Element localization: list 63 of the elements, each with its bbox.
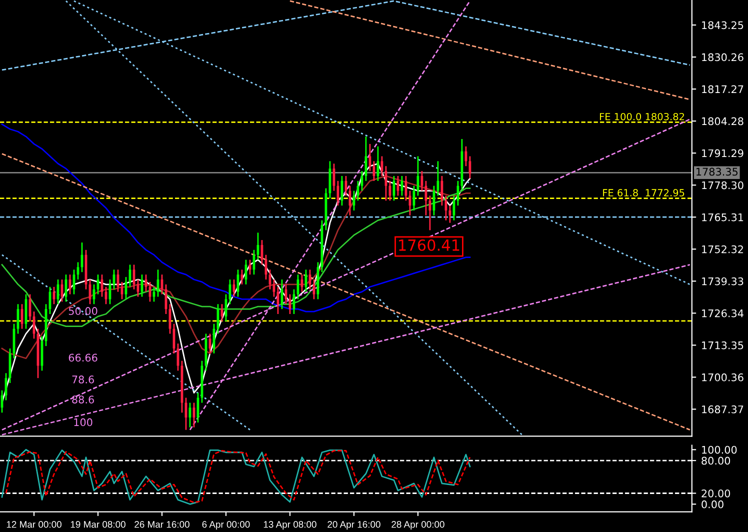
x-tick-label: 20 Apr 16:00: [328, 521, 380, 530]
candlestick: [424, 180, 428, 216]
candlestick: [412, 185, 416, 212]
candlestick: [436, 160, 440, 196]
candlestick: [348, 185, 352, 216]
x-tick-label: 12 Mar 00:00: [6, 521, 62, 528]
annotation: 1760.41: [399, 239, 460, 251]
candlestick: [396, 175, 400, 196]
candlestick: [376, 146, 380, 182]
candlestick: [452, 194, 456, 222]
x-tick-label: 26 Mar 16:00: [134, 521, 190, 528]
y-tick-label: 1830.26: [702, 53, 744, 62]
y-tick-label: 0.00: [702, 500, 724, 508]
candlestick: [352, 190, 356, 212]
candlestick: [364, 136, 368, 182]
candlestick: [456, 180, 460, 206]
y-tick-label: 1843.25: [702, 21, 744, 30]
x-tick-label: 6 Apr 00:00: [202, 521, 250, 530]
candlestick: [356, 180, 360, 202]
candlestick: [428, 194, 432, 231]
candlestick: [444, 194, 448, 222]
y-tick-label: 1687.37: [702, 405, 744, 414]
candlestick: [408, 190, 412, 216]
candlestick: [416, 156, 420, 196]
y-tick-label: 1765.31: [702, 213, 744, 222]
x-tick-label: 19 Mar 08:00: [70, 521, 126, 528]
annotation: 50.00: [68, 307, 98, 315]
y-tick-label: 1752.32: [702, 245, 743, 254]
candlestick: [468, 156, 472, 180]
candlestick: [392, 175, 396, 202]
candlestick: [368, 143, 372, 172]
y-tick-label: 1804.28: [702, 117, 744, 126]
candlestick: [380, 156, 384, 177]
y-tick-label: 1713.35: [702, 341, 744, 350]
annotation: 66.66: [68, 354, 98, 362]
y-tick-label: 20.00: [702, 489, 730, 498]
y-tick-label: 1739.33: [702, 277, 744, 286]
candlestick: [440, 175, 444, 206]
annotation: 88.6: [72, 396, 94, 404]
candlestick: [432, 185, 436, 216]
y-tick-label: 1817.27: [702, 85, 744, 94]
candlestick: [372, 160, 376, 182]
y-tick-label: 1726.34: [702, 309, 744, 318]
ref-line-label: FE 100.0 1803.82: [600, 112, 684, 120]
x-tick-label: 13 Apr 08:00: [264, 521, 316, 530]
candlestick: [404, 175, 408, 202]
y-tick-label: 80.00: [702, 456, 730, 465]
candlestick: [400, 175, 404, 196]
candlestick: [448, 204, 452, 224]
y-tick-label: 1791.29: [702, 149, 744, 158]
y-tick-label: 1700.36: [702, 373, 744, 382]
candlestick: [360, 170, 364, 192]
candlestick: [420, 170, 424, 192]
annotation: 100: [74, 418, 92, 426]
candlestick: [464, 146, 468, 167]
ref-line-label: FE 61.8 1772.95: [603, 189, 684, 196]
y-tick-label: 100.00: [702, 446, 737, 454]
y-tick-label: 1778.30: [702, 181, 744, 190]
candlestick: [384, 165, 388, 202]
candlestick: [388, 180, 392, 202]
x-tick-label: 28 Apr 00:00: [392, 521, 444, 530]
annotation: 78.6: [72, 376, 94, 384]
ref-line-label: 1783.35: [696, 168, 738, 176]
